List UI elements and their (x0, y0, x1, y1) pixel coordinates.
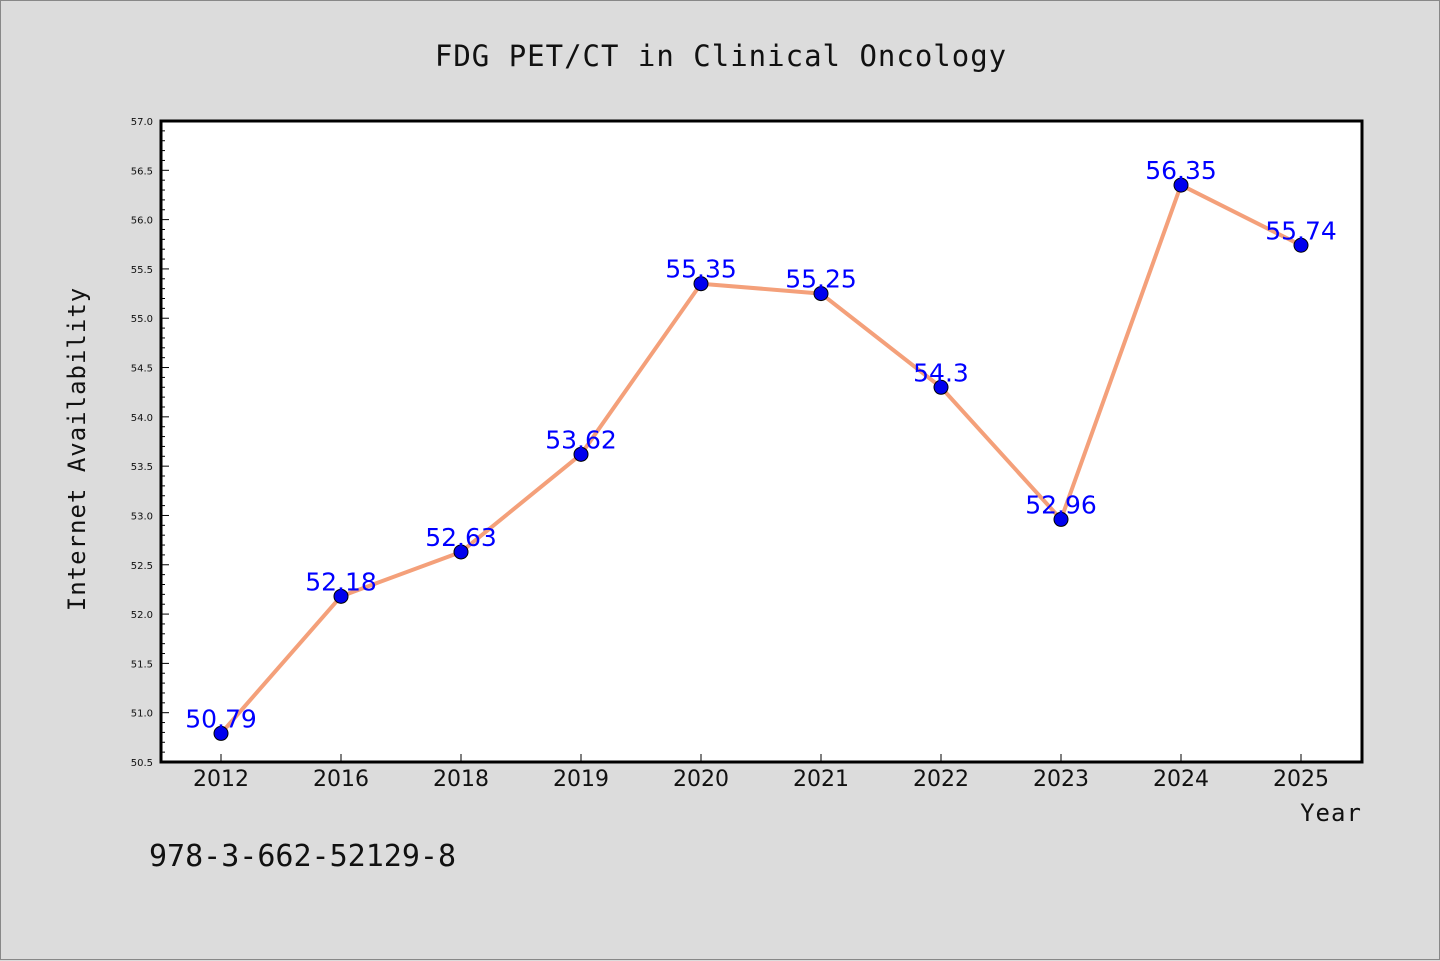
x-axis-label: Year (1300, 799, 1362, 827)
data-point (333, 588, 349, 604)
y-axis: 50.5 51.0 51.5 52.0 52.5 53.0 53.5 54.0 54.5 55.0… (131, 117, 169, 769)
series-polyline (219, 183, 1302, 735)
isbn-text: 978-3-662-52129-8 (149, 839, 456, 874)
y-tick-label: 55.0 (131, 314, 153, 325)
data-label: 52.63 (425, 523, 497, 552)
data-label: 55.74 (1265, 216, 1337, 245)
data-point (573, 446, 589, 462)
x-tick-label: 2022 (913, 767, 969, 792)
y-tick-label: 54.5 (131, 364, 153, 375)
x-tick-label: 2021 (793, 767, 849, 792)
x-axis: 2012 2016 2018 2019 2020 2021 2022 2023 2024 2025 (193, 754, 1329, 792)
data-label: 54.3 (913, 358, 969, 387)
y-tick-label: 56.5 (131, 166, 153, 177)
y-tick-label: 53.0 (131, 511, 153, 522)
data-label: 55.35 (665, 255, 737, 284)
y-tick-label: 54.0 (131, 413, 153, 424)
chart-title: FDG PET/CT in Clinical Oncology (435, 39, 1007, 73)
x-tick-label: 2016 (313, 767, 369, 792)
x-tick-label: 2023 (1033, 767, 1089, 792)
data-label: 55.25 (785, 265, 857, 294)
y-tick-label: 56.0 (131, 216, 153, 227)
x-tick-label: 2025 (1273, 767, 1329, 792)
data-point (693, 276, 709, 292)
y-tick-label: 57.0 (131, 117, 153, 128)
data-point (933, 379, 949, 395)
data-point (813, 286, 829, 302)
y-tick-label: 50.5 (131, 758, 153, 769)
data-point (1293, 237, 1309, 253)
y-tick-label: 52.0 (131, 610, 153, 621)
data-point (213, 725, 229, 741)
data-point (1173, 177, 1189, 193)
x-tick-label: 2012 (193, 767, 249, 792)
y-tick-label: 53.5 (131, 462, 153, 473)
y-tick-label: 51.5 (131, 659, 153, 670)
y-tick-label: 51.0 (131, 709, 153, 720)
data-label: 52.96 (1025, 490, 1097, 519)
data-label: 52.18 (305, 567, 377, 596)
data-point (453, 544, 469, 560)
plot-area (159, 119, 1364, 764)
x-tick-label: 2019 (553, 767, 609, 792)
data-point (1053, 511, 1069, 527)
x-tick-label: 2020 (673, 767, 729, 792)
y-axis-label: Internet Availability (63, 287, 91, 611)
x-tick-label: 2018 (433, 767, 489, 792)
data-label: 53.62 (545, 425, 617, 454)
data-labels: 50.79 52.18 52.63 53.62 55.35 55.25 54.3 52.96 5… (185, 156, 1337, 733)
y-tick-label: 55.5 (131, 265, 153, 276)
y-tick-label: 52.5 (131, 561, 153, 572)
data-label: 56.35 (1145, 156, 1217, 185)
series-line (213, 177, 1309, 741)
x-tick-label: 2024 (1153, 767, 1209, 792)
data-label: 50.79 (185, 704, 257, 733)
